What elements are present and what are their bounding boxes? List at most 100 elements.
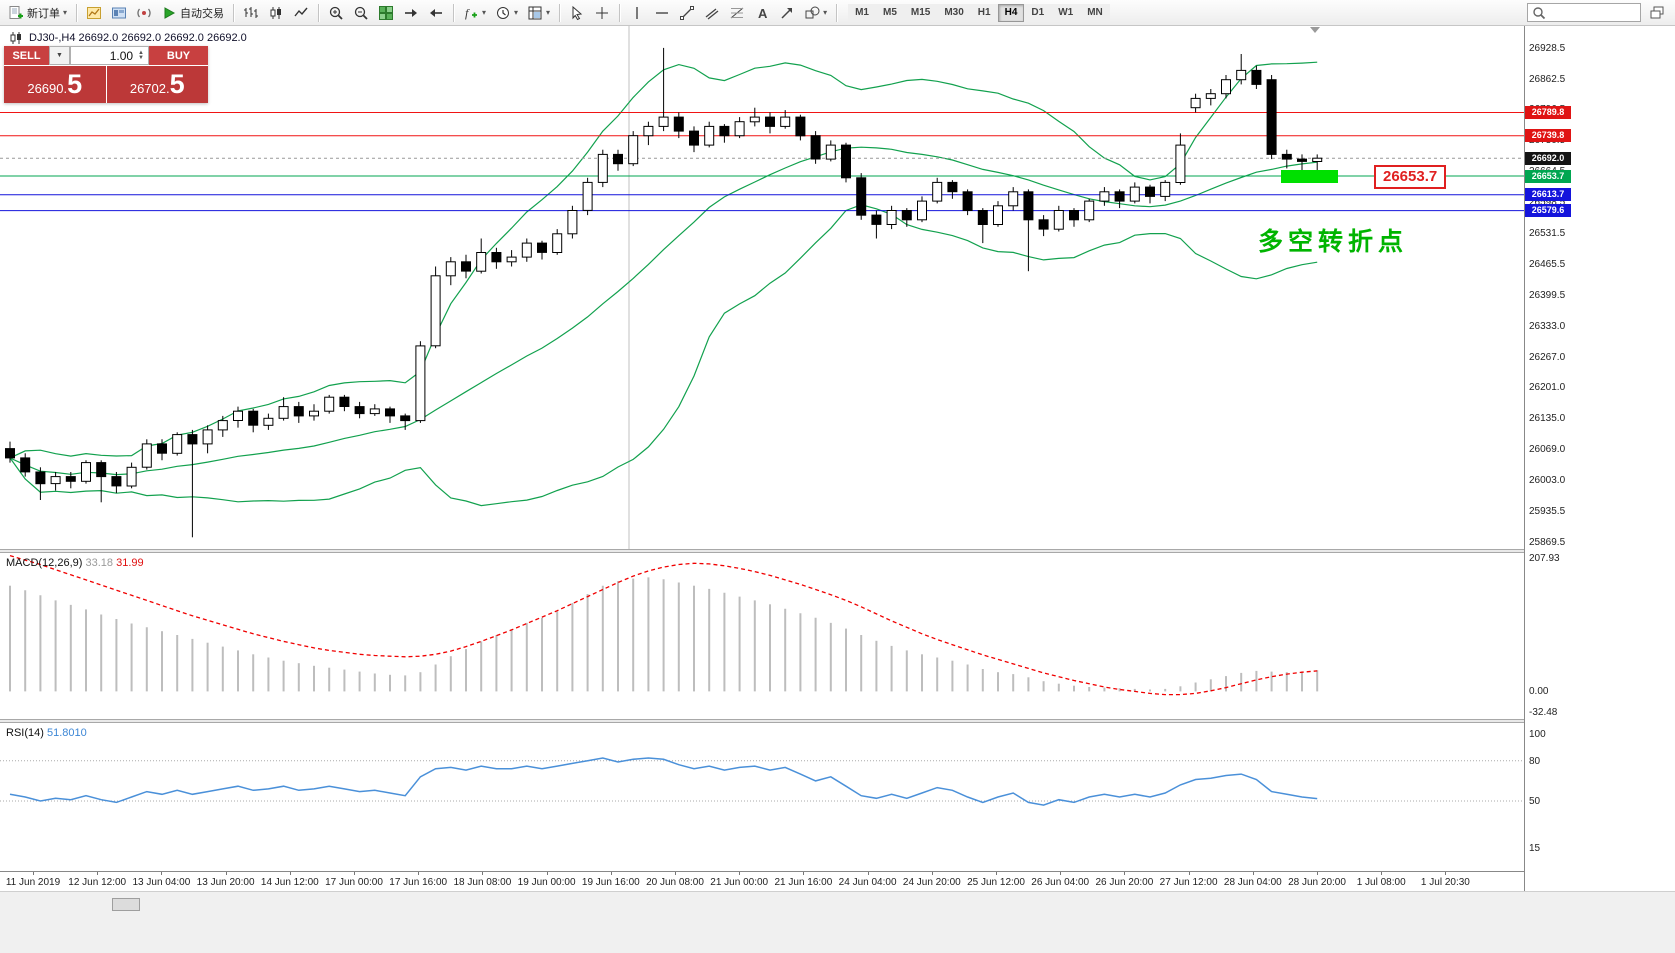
toolbar: 新订单 ▾ 自动交易 f ▾ ▾ ▾ A ▾	[0, 0, 1675, 26]
timeframe-M1[interactable]: M1	[848, 3, 876, 22]
time-axis-label: 14 Jun 12:00	[260, 877, 319, 888]
macd-name: MACD(12,26,9)	[6, 557, 83, 569]
time-axis-label: 21 Jun 00:00	[710, 877, 769, 888]
time-axis-label: 17 Jun 16:00	[389, 877, 448, 888]
arrow-icon	[779, 5, 795, 21]
buy-button[interactable]: BUY	[149, 46, 208, 65]
chevron-down-icon: ▾	[546, 7, 551, 17]
crosshair-button[interactable]	[590, 3, 614, 23]
restore-window-button[interactable]	[1645, 3, 1669, 23]
time-axis-tick	[1188, 872, 1190, 875]
cursor-button[interactable]	[565, 3, 589, 23]
search-input[interactable]	[1550, 5, 1637, 20]
sell-price-big: 5	[67, 69, 83, 99]
zoom-out-button[interactable]	[349, 3, 373, 23]
timeframe-switcher: M1 M5 M15 M30 H1 H4 D1 W1 MN	[848, 3, 1110, 22]
text-tool-button[interactable]: A	[750, 3, 774, 23]
price-callout-label[interactable]: 26653.7	[1374, 165, 1447, 189]
one-click-trading-panel: SELL ▼ 1.00 ▲ ▼ BUY 26690. 5 26702. 5	[4, 46, 208, 103]
templates-button[interactable]: ▾	[523, 3, 554, 23]
price-axis-label: 26201.0	[1529, 382, 1566, 394]
green-highlight-segment[interactable]	[1281, 170, 1338, 183]
price-axis[interactable]: 26928.526862.526796.526730.526664.526598…	[1524, 26, 1675, 891]
indicators-button[interactable]: f ▾	[459, 3, 490, 23]
main-chart-pane[interactable]: DJ30-,H4 26692.0 26692.0 26692.0 26692.0…	[0, 26, 1524, 549]
price-tag: 26692.0	[1525, 151, 1571, 165]
timeframe-M5[interactable]: M5	[875, 3, 904, 22]
horizontal-line-button[interactable]	[650, 3, 674, 23]
trendline-button[interactable]	[675, 3, 699, 23]
timeframe-H4[interactable]: H4	[997, 3, 1025, 22]
vertical-line-button[interactable]	[625, 3, 649, 23]
time-axis-tick	[289, 872, 291, 875]
autotrading-play-icon	[161, 5, 177, 21]
new-order-label: 新订单	[27, 7, 60, 20]
rsi-label: RSI(14) 51.8010	[6, 727, 87, 739]
notifications-icon	[136, 5, 152, 21]
time-axis-tick	[354, 872, 355, 875]
channel-button[interactable]	[700, 3, 724, 23]
timeframe-H1[interactable]: H1	[970, 3, 998, 22]
rsi-pane[interactable]: RSI(14) 51.8010	[0, 723, 1524, 871]
zoom-in-button[interactable]	[324, 3, 348, 23]
rsi-axis-label: 50	[1529, 796, 1541, 808]
spinner-up-icon[interactable]: ▲	[138, 49, 144, 56]
sell-button[interactable]: SELL	[4, 46, 49, 65]
macd-label: MACD(12,26,9) 33.18 31.99	[6, 557, 144, 569]
fibonacci-icon	[729, 5, 745, 21]
pane-splitter[interactable]	[0, 719, 1675, 723]
lot-size-input[interactable]: 1.00 ▲ ▼	[70, 46, 149, 65]
profiles-button[interactable]	[107, 3, 131, 23]
time-axis-label: 21 Jun 16:00	[774, 877, 833, 888]
spinner-down-icon[interactable]: ▼	[138, 54, 144, 61]
lot-dropdown[interactable]: ▼	[49, 46, 70, 65]
shapes-button[interactable]: ▾	[800, 3, 831, 23]
price-axis-label: 26598.5	[1529, 196, 1566, 208]
price-axis-label: 25869.5	[1529, 537, 1566, 549]
timeframe-M15[interactable]: M15	[903, 3, 938, 22]
auto-scroll-button[interactable]	[399, 3, 423, 23]
candlestick-chart-button[interactable]	[264, 3, 288, 23]
notifications-button[interactable]	[132, 3, 156, 23]
time-axis-tick	[1124, 872, 1126, 875]
macd-pane[interactable]: MACD(12,26,9) 33.18 31.99	[0, 553, 1524, 719]
timeframe-D1[interactable]: D1	[1024, 3, 1052, 22]
price-tag: 26579.6	[1525, 204, 1571, 218]
toolbar-separator	[619, 3, 621, 22]
timeframe-MN[interactable]: MN	[1080, 3, 1110, 22]
sell-price-button[interactable]: 26690. 5	[4, 66, 106, 103]
new-chart-button[interactable]	[82, 3, 106, 23]
time-axis-tick	[482, 872, 484, 875]
toolbar-separator	[559, 3, 561, 22]
time-axis-label: 17 Jun 00:00	[325, 877, 383, 888]
bar-chart-button[interactable]	[239, 3, 263, 23]
timeframe-W1[interactable]: W1	[1051, 3, 1081, 22]
new-order-icon	[8, 5, 24, 21]
chart-shift-button[interactable]	[424, 3, 448, 23]
main-chart-svg[interactable]	[0, 26, 1524, 549]
time-axis-label: 13 Jun 20:00	[196, 877, 255, 888]
arrow-tool-button[interactable]	[775, 3, 799, 23]
lot-spinner[interactable]: ▲ ▼	[138, 49, 144, 61]
chevron-down-icon: ▾	[514, 7, 519, 17]
new-order-button[interactable]: 新订单 ▾	[4, 3, 71, 23]
periods-button[interactable]: ▾	[491, 3, 522, 23]
time-axis-tick	[546, 872, 548, 875]
time-axis-label: 26 Jun 20:00	[1095, 877, 1154, 888]
line-chart-button[interactable]	[289, 3, 313, 23]
fibonacci-button[interactable]	[725, 3, 749, 23]
time-axis-tick	[1252, 872, 1254, 875]
time-axis-tick	[739, 872, 741, 875]
timeframe-M30[interactable]: M30	[937, 3, 971, 22]
turning-point-annotation[interactable]: 多空转折点	[1258, 228, 1409, 256]
autotrading-button[interactable]: 自动交易	[157, 3, 228, 23]
buy-price-button[interactable]: 26702. 5	[106, 66, 208, 103]
time-axis-label: 19 Jun 16:00	[581, 877, 640, 888]
time-axis[interactable]: 11 Jun 2019 12 Jun 12:00 13 Jun 04:00 13 Ju…	[0, 871, 1524, 891]
bar-chart-icon	[243, 5, 259, 21]
tile-windows-button[interactable]	[374, 3, 398, 23]
pane-splitter[interactable]	[0, 549, 1675, 553]
time-axis-tick	[418, 872, 420, 875]
horizontal-scroll-thumb[interactable]	[112, 898, 140, 911]
time-axis-tick	[225, 872, 227, 875]
